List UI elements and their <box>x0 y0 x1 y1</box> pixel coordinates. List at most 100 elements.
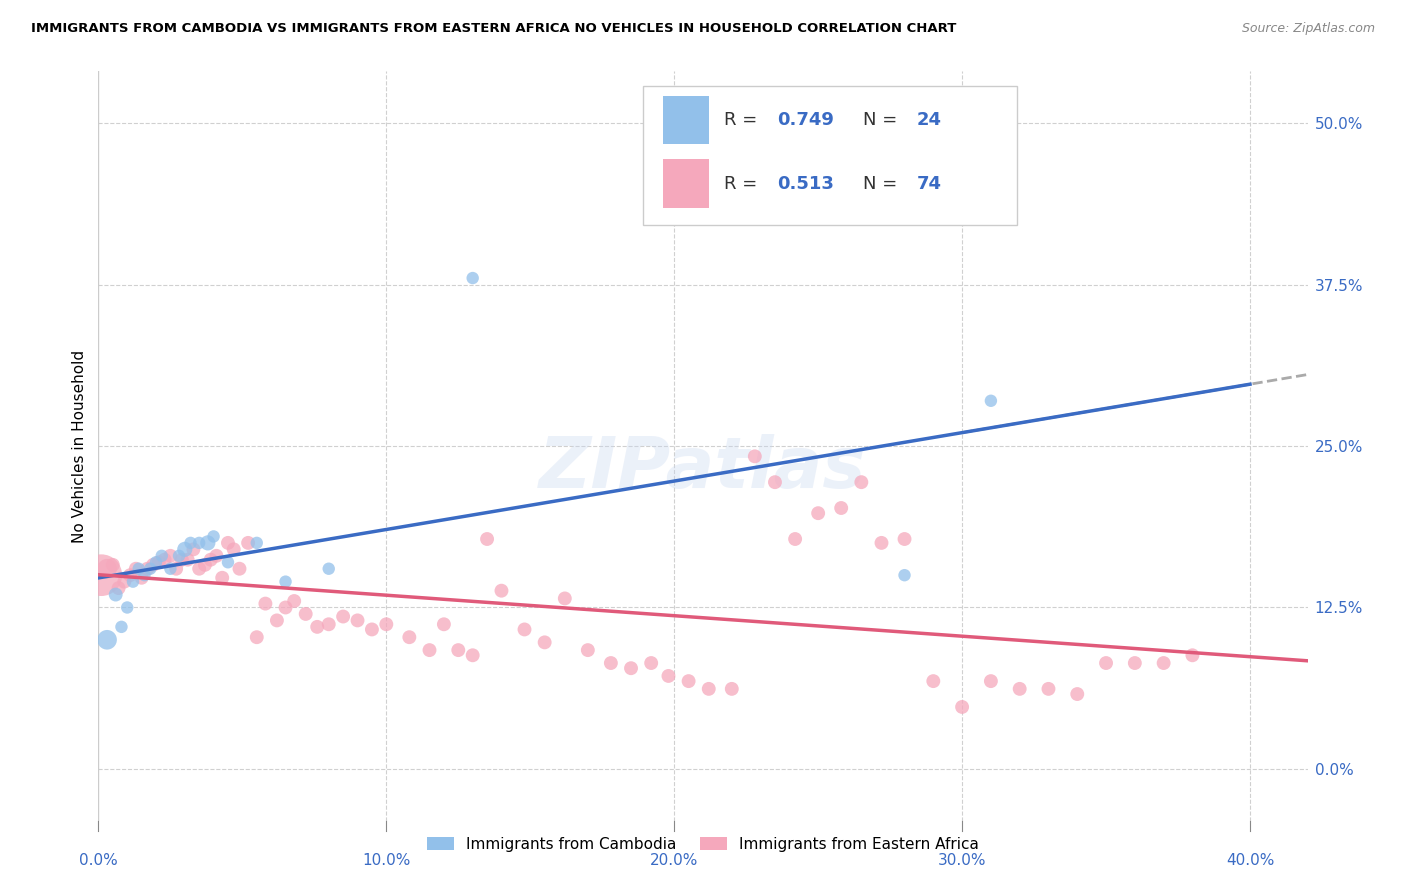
Point <box>159 549 181 563</box>
Point <box>200 552 222 566</box>
Point <box>599 656 621 670</box>
Point <box>110 620 132 634</box>
Point <box>101 558 124 572</box>
Point <box>1123 656 1146 670</box>
Point <box>153 552 176 566</box>
Text: Source: ZipAtlas.com: Source: ZipAtlas.com <box>1241 22 1375 36</box>
Point <box>830 501 852 516</box>
Point <box>807 506 830 520</box>
Point <box>554 591 576 606</box>
Point <box>228 562 250 576</box>
Point <box>176 552 198 566</box>
Point <box>211 571 233 585</box>
Point <box>657 669 679 683</box>
Point <box>134 568 156 582</box>
Text: 10.0%: 10.0% <box>363 853 411 868</box>
Point <box>922 674 945 689</box>
Text: R =: R = <box>724 175 762 193</box>
Point <box>785 532 807 546</box>
Point <box>274 574 297 589</box>
Text: 0.513: 0.513 <box>776 175 834 193</box>
Point <box>128 562 150 576</box>
Point <box>893 532 915 546</box>
Point <box>107 581 129 595</box>
FancyBboxPatch shape <box>643 87 1018 225</box>
Point <box>205 549 228 563</box>
Bar <box>664 95 709 145</box>
Legend: Immigrants from Cambodia, Immigrants from Eastern Africa: Immigrants from Cambodia, Immigrants fro… <box>420 830 986 858</box>
Point <box>236 536 259 550</box>
Point <box>112 574 135 589</box>
Point <box>167 549 190 563</box>
Point <box>1066 687 1088 701</box>
Text: 0.0%: 0.0% <box>79 853 118 868</box>
Point <box>418 643 440 657</box>
Point <box>202 529 225 543</box>
Point <box>283 594 305 608</box>
Bar <box>664 160 709 208</box>
Point <box>533 635 555 649</box>
Point <box>1038 681 1060 696</box>
Text: R =: R = <box>724 112 762 129</box>
Text: 30.0%: 30.0% <box>938 853 987 868</box>
Point <box>375 617 398 632</box>
Point <box>870 536 893 550</box>
Text: IMMIGRANTS FROM CAMBODIA VS IMMIGRANTS FROM EASTERN AFRICA NO VEHICLES IN HOUSEH: IMMIGRANTS FROM CAMBODIA VS IMMIGRANTS F… <box>31 22 956 36</box>
Point <box>346 614 368 628</box>
Point <box>131 571 153 585</box>
Point <box>513 623 536 637</box>
Point <box>222 542 245 557</box>
Point <box>194 558 217 572</box>
Point <box>180 536 202 550</box>
Point <box>188 536 211 550</box>
Point <box>620 661 643 675</box>
Point <box>720 681 742 696</box>
Point <box>96 562 118 576</box>
Point <box>744 450 766 464</box>
Point <box>433 617 456 632</box>
Point <box>461 271 484 285</box>
Point <box>254 597 277 611</box>
Point <box>1153 656 1175 670</box>
Point <box>332 609 354 624</box>
Point <box>318 562 340 576</box>
Point <box>139 562 162 576</box>
Point <box>851 475 873 490</box>
Text: 0.749: 0.749 <box>776 112 834 129</box>
Point <box>950 700 973 714</box>
Point <box>217 536 239 550</box>
Point <box>980 393 1002 408</box>
Point <box>120 568 142 582</box>
Point <box>115 600 138 615</box>
Point <box>145 555 167 569</box>
Point <box>1181 648 1204 663</box>
Point <box>294 607 316 621</box>
Point <box>136 562 159 576</box>
Point <box>893 568 915 582</box>
Point <box>188 562 211 576</box>
Point <box>576 643 599 657</box>
Point <box>197 536 219 550</box>
Point <box>763 475 786 490</box>
Point <box>307 620 329 634</box>
Point <box>246 630 269 644</box>
Point <box>142 558 165 572</box>
Point <box>165 562 187 576</box>
Text: 40.0%: 40.0% <box>1226 853 1274 868</box>
Point <box>697 681 720 696</box>
Point <box>266 614 288 628</box>
Text: N =: N = <box>863 175 903 193</box>
Point <box>159 562 181 576</box>
Point <box>980 674 1002 689</box>
Text: 24: 24 <box>917 112 942 129</box>
Point <box>447 643 470 657</box>
Point <box>475 532 498 546</box>
Y-axis label: No Vehicles in Household: No Vehicles in Household <box>72 350 87 542</box>
Point <box>274 600 297 615</box>
Point <box>246 536 269 550</box>
Point <box>150 549 173 563</box>
Point <box>125 562 148 576</box>
Point <box>217 555 239 569</box>
Point <box>183 542 205 557</box>
Point <box>1095 656 1118 670</box>
